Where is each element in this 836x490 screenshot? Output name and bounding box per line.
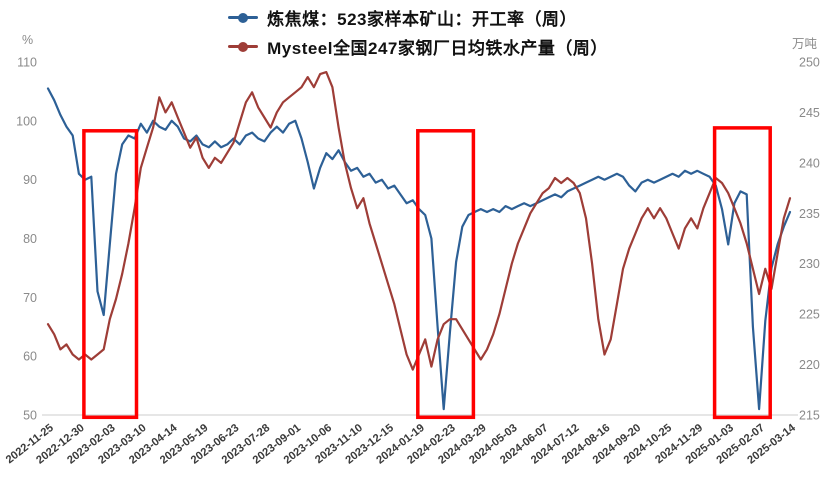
y-axis-tick-label-right: 240 bbox=[799, 156, 820, 170]
y-axis-tick-label-left: 70 bbox=[23, 291, 37, 305]
right-axis-unit-label: 万吨 bbox=[792, 37, 818, 51]
y-axis-tick-label-right: 250 bbox=[799, 56, 820, 70]
y-axis-tick-label-left: 60 bbox=[23, 350, 37, 364]
y-axis-tick-label-left: 50 bbox=[23, 409, 37, 423]
legend-item-coking-coal-operating-rate[interactable]: 炼焦煤：523家样本矿山：开工率（周） bbox=[228, 5, 577, 30]
chart-legend: 炼焦煤：523家样本矿山：开工率（周） Mysteel全国247家钢厂日均铁水产… bbox=[0, 5, 836, 59]
left-axis-unit-label: % bbox=[22, 33, 34, 47]
legend-dot-icon bbox=[238, 41, 249, 52]
legend-label: Mysteel全国247家钢厂日均铁水产量（周） bbox=[267, 39, 608, 58]
y-axis-tick-label-left: 80 bbox=[23, 232, 37, 246]
y-axis-tick-label-left: 110 bbox=[17, 56, 37, 70]
y-axis-tick-label-right: 220 bbox=[799, 358, 820, 372]
highlight-box bbox=[416, 129, 476, 420]
legend-item-hot-metal-output[interactable]: Mysteel全国247家钢厂日均铁水产量（周） bbox=[228, 34, 608, 59]
y-axis-tick-label-right: 235 bbox=[799, 207, 820, 221]
y-axis-tick-label-right: 225 bbox=[799, 308, 820, 322]
y-axis-tick-label-left: 90 bbox=[23, 173, 37, 187]
legend-label: 炼焦煤：523家样本矿山：开工率（周） bbox=[267, 10, 577, 29]
line-dot-marker-icon bbox=[228, 41, 259, 52]
y-axis-tick-label-left: 100 bbox=[16, 114, 37, 128]
legend-dot-icon bbox=[238, 12, 249, 23]
y-axis-tick-label-right: 215 bbox=[799, 409, 820, 423]
highlight-box bbox=[82, 129, 139, 420]
y-axis-tick-label-right: 230 bbox=[799, 257, 820, 271]
y-axis-tick-label-right: 245 bbox=[799, 106, 820, 120]
chart-legend-items: 炼焦煤：523家样本矿山：开工率（周） Mysteel全国247家钢厂日均铁水产… bbox=[228, 5, 608, 59]
highlight-box bbox=[712, 126, 772, 420]
line-dot-marker-icon bbox=[228, 12, 259, 23]
